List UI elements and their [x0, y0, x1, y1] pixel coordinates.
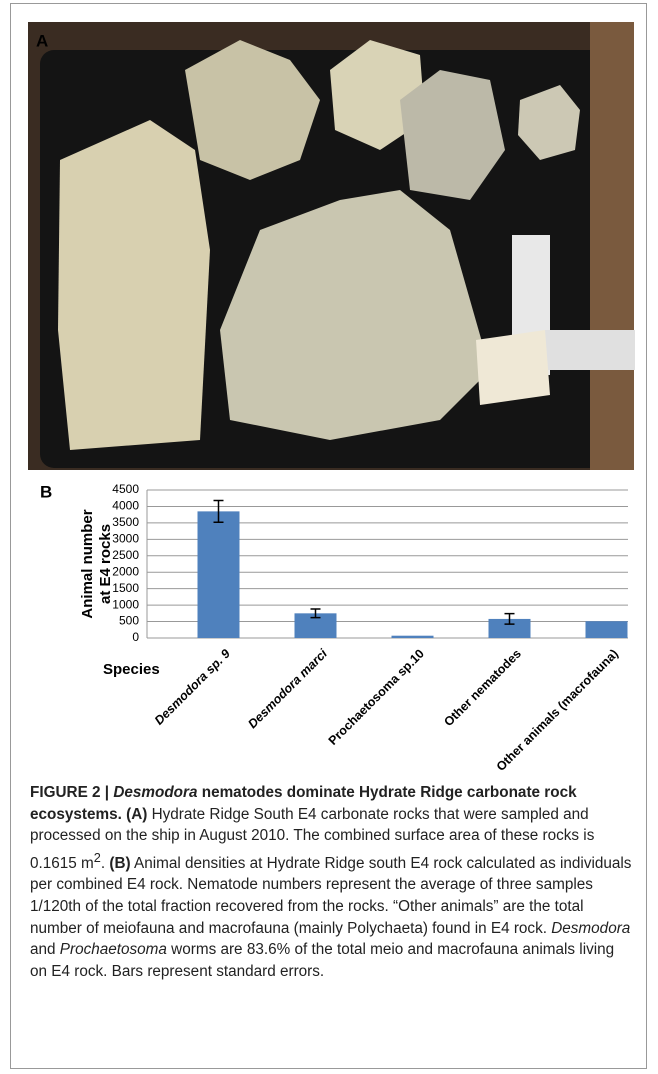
- bar: [198, 511, 240, 638]
- y-tick-label: 1500: [112, 581, 139, 595]
- x-tick-label: Desmodora marci: [245, 646, 330, 731]
- caption-text: .: [101, 855, 105, 872]
- bar: [392, 636, 434, 638]
- y-tick-label: 4500: [112, 482, 139, 496]
- x-tick-label: Desmodora sp. 9: [152, 647, 233, 728]
- figure: A B Species Animal number at E4 rocks 05…: [0, 0, 658, 780]
- panel-label: A: [36, 31, 48, 50]
- y-tick-label: 2000: [112, 564, 139, 578]
- bar: [586, 621, 628, 638]
- panel-label: B: [40, 482, 52, 501]
- genus: Prochaetosoma: [60, 941, 167, 958]
- genus: Desmodora: [113, 784, 197, 801]
- superscript: 2: [94, 850, 101, 865]
- y-tick-label: 500: [119, 614, 139, 628]
- y-tick-label: 1000: [112, 597, 139, 611]
- caption: FIGURE 2 | Desmodora nematodes dominate …: [30, 782, 635, 982]
- y-tick-label: 3500: [112, 515, 139, 529]
- panel-ref: (A): [126, 806, 147, 823]
- y-tick-label: 3000: [112, 532, 139, 546]
- x-axis-label: Species: [103, 661, 160, 678]
- panel-ref: (B): [109, 855, 130, 872]
- x-tick-label: Other nematodes: [441, 647, 524, 730]
- photo: [28, 22, 635, 470]
- y-axis-label: Animal number: [79, 509, 96, 618]
- figure-number: FIGURE 2 |: [30, 784, 109, 801]
- y-tick-label: 2500: [112, 548, 139, 562]
- y-tick-label: 4000: [112, 499, 139, 513]
- caption-text: and: [30, 941, 56, 958]
- x-tick-label: Prochaetosoma sp.10: [326, 647, 427, 748]
- page: A B Species Animal number at E4 rocks 05…: [0, 0, 658, 1074]
- genus: Desmodora: [551, 920, 630, 937]
- y-tick-label: 0: [132, 630, 139, 644]
